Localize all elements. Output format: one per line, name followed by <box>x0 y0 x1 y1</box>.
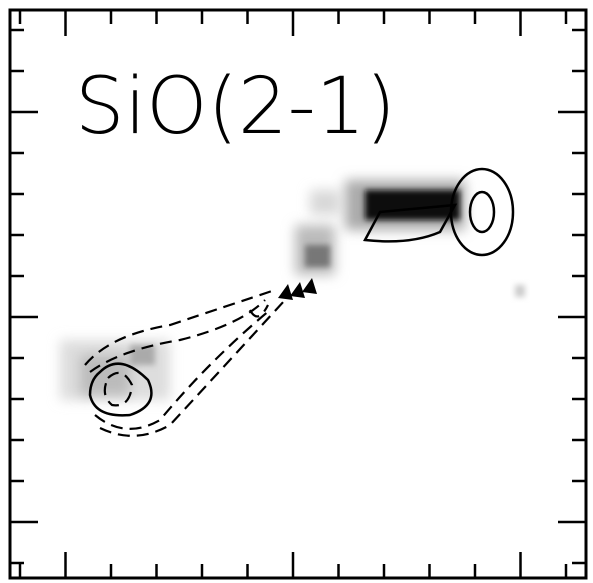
frame <box>8 8 588 580</box>
ticks <box>10 10 586 578</box>
contours <box>84 167 515 437</box>
markers <box>278 278 317 300</box>
panel-label: SiO(2-1) <box>75 62 396 152</box>
